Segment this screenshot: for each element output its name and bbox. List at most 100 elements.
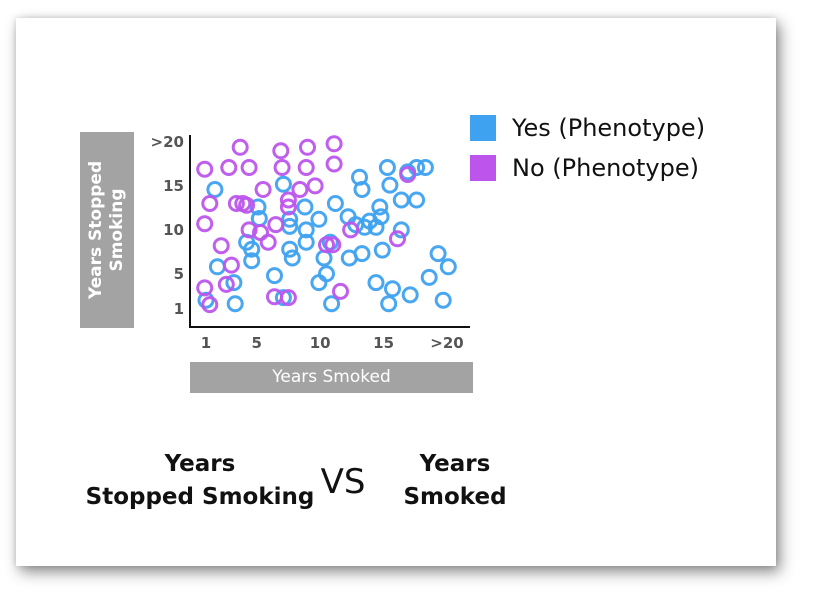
point-yes	[243, 252, 261, 270]
point-yes	[392, 221, 410, 239]
point-no	[266, 288, 283, 306]
point-no	[273, 159, 291, 176]
x-axis-label: Years Smoked	[190, 362, 473, 393]
point-yes	[367, 274, 385, 292]
point-yes	[416, 159, 434, 176]
point-no	[259, 233, 277, 251]
point-no	[201, 195, 219, 212]
caption-left: Years Stopped Smoking	[80, 448, 320, 514]
point-no	[399, 166, 417, 183]
point-yes	[373, 241, 391, 259]
point-no	[222, 256, 240, 274]
point-no	[291, 181, 309, 198]
point-no	[238, 196, 256, 214]
point-yes	[281, 240, 299, 258]
point-no	[201, 296, 219, 314]
point-yes	[353, 245, 371, 263]
point-yes	[310, 274, 328, 292]
point-no	[324, 236, 342, 254]
x-tick-label: >20	[430, 334, 463, 352]
point-yes	[310, 210, 328, 228]
caption-left-line2: Stopped Smoking	[85, 484, 315, 510]
y-axis-label-box	[80, 132, 134, 328]
point-yes	[297, 221, 315, 239]
point-yes	[283, 249, 301, 267]
legend-item-yes: Yes (Phenotype)	[470, 108, 705, 148]
point-no	[389, 230, 406, 248]
point-no	[299, 138, 316, 156]
point-yes	[249, 198, 267, 216]
caption-left-line1: Years	[164, 451, 236, 477]
point-no	[325, 155, 343, 173]
y-tick-label: >20	[151, 133, 184, 151]
point-no	[279, 191, 297, 209]
caption-vs: VS	[320, 462, 366, 502]
point-yes	[206, 181, 224, 198]
x-tick-label: 15	[373, 334, 394, 352]
point-yes	[401, 286, 419, 304]
point-no	[217, 275, 235, 293]
y-tick-label: 5	[174, 265, 184, 283]
point-no	[267, 216, 285, 234]
point-yes	[353, 181, 371, 198]
point-yes	[384, 280, 401, 298]
point-yes	[318, 265, 335, 283]
point-yes	[281, 210, 299, 228]
point-no	[240, 159, 258, 176]
point-no	[240, 221, 258, 239]
point-yes	[197, 291, 215, 309]
point-no	[332, 282, 349, 300]
caption-right-line2: Smoked	[403, 484, 507, 510]
point-no	[272, 142, 290, 160]
figure-card	[16, 18, 776, 566]
x-tick-label: 5	[252, 334, 262, 352]
point-yes	[408, 191, 426, 209]
point-yes	[439, 258, 457, 276]
point-no	[297, 159, 315, 176]
point-yes	[326, 195, 344, 212]
caption-right-line1: Years	[419, 451, 491, 477]
x-tick-label: 1	[201, 334, 211, 352]
legend-swatch-yes	[470, 115, 496, 141]
point-yes	[274, 175, 292, 193]
legend-label-yes: Yes (Phenotype)	[512, 114, 706, 142]
point-yes	[381, 176, 399, 194]
point-yes	[297, 233, 315, 251]
point-no	[306, 177, 324, 195]
point-no	[196, 279, 214, 297]
point-no	[254, 181, 272, 198]
point-yes	[392, 191, 410, 209]
legend-label-no: No (Phenotype)	[512, 154, 699, 182]
point-no	[342, 221, 360, 239]
point-no	[231, 138, 249, 156]
y-tick-label: 10	[163, 221, 184, 239]
point-yes	[434, 291, 452, 309]
point-yes	[429, 245, 447, 263]
point-yes	[372, 208, 390, 226]
point-yes	[380, 295, 398, 313]
point-yes	[323, 295, 341, 313]
point-yes	[296, 198, 314, 216]
caption-right: Years Smoked	[390, 448, 520, 514]
point-no	[318, 236, 335, 254]
point-no	[196, 215, 214, 233]
point-no	[279, 198, 297, 216]
point-no	[196, 160, 214, 178]
point-yes	[420, 268, 438, 286]
point-yes	[226, 295, 244, 313]
legend-item-no: No (Phenotype)	[470, 148, 705, 188]
y-tick-label: 15	[163, 177, 184, 195]
point-yes	[315, 249, 333, 267]
x-tick-label: 10	[310, 334, 331, 352]
point-yes	[274, 289, 292, 307]
point-yes	[225, 274, 243, 292]
point-no	[279, 289, 297, 307]
point-no	[212, 237, 230, 255]
point-no	[325, 135, 343, 153]
legend: Yes (Phenotype) No (Phenotype)	[470, 108, 705, 188]
point-yes	[208, 258, 226, 276]
point-no	[227, 195, 245, 212]
y-tick-label: 1	[174, 300, 184, 318]
point-no	[220, 159, 238, 176]
